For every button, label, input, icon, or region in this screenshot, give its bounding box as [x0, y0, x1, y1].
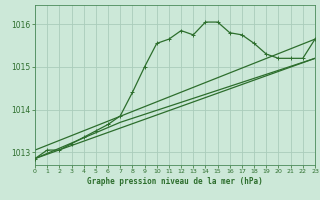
- X-axis label: Graphe pression niveau de la mer (hPa): Graphe pression niveau de la mer (hPa): [87, 177, 263, 186]
